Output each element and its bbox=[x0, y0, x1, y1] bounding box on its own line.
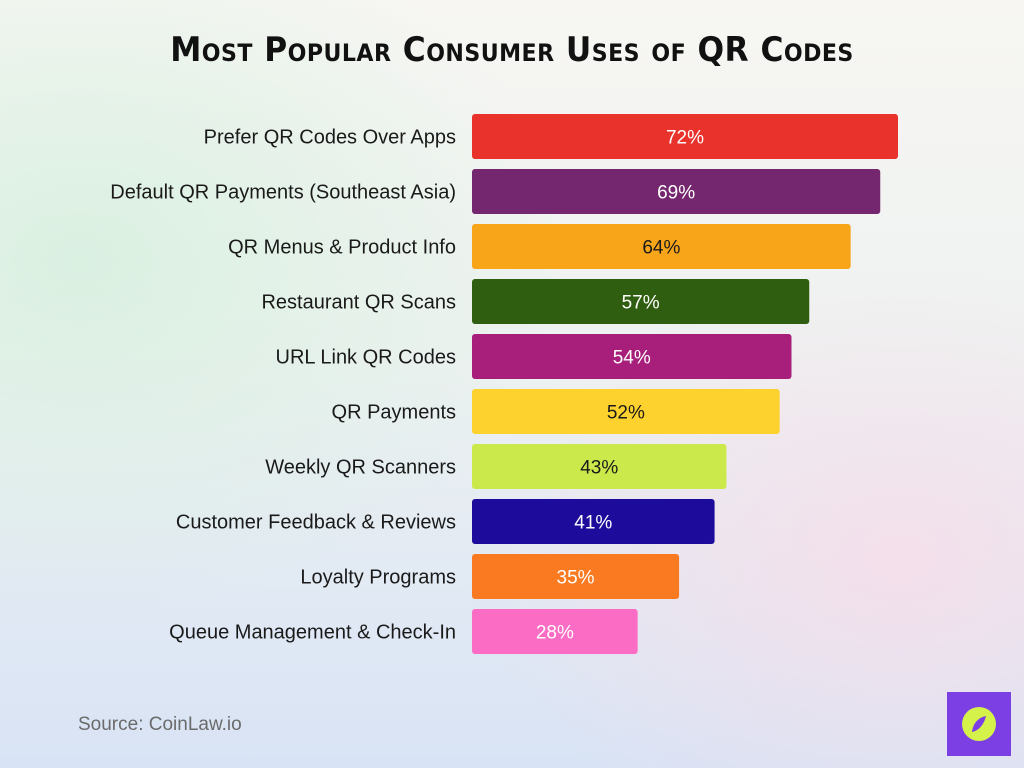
brand-logo bbox=[947, 692, 1011, 756]
category-label: Default QR Payments (Southeast Asia) bbox=[110, 182, 456, 204]
value-label: 69% bbox=[657, 183, 695, 204]
chart-title: Most Popular Consumer Uses of QR Codes bbox=[170, 30, 854, 70]
value-label: 54% bbox=[613, 348, 651, 369]
category-label: Weekly QR Scanners bbox=[265, 457, 456, 479]
category-label: URL Link QR Codes bbox=[276, 347, 456, 369]
bar bbox=[472, 114, 898, 159]
bar bbox=[472, 554, 680, 599]
bar bbox=[472, 389, 780, 434]
value-label: 52% bbox=[607, 403, 645, 424]
bar bbox=[472, 279, 810, 324]
bar bbox=[472, 224, 851, 269]
bar bbox=[472, 334, 792, 379]
category-label: QR Payments bbox=[332, 402, 456, 424]
category-label: Queue Management & Check-In bbox=[169, 622, 456, 644]
category-label: Restaurant QR Scans bbox=[261, 292, 456, 314]
category-label: Prefer QR Codes Over Apps bbox=[204, 127, 456, 149]
value-label: 72% bbox=[666, 128, 704, 149]
value-label: 64% bbox=[642, 238, 680, 259]
compass-leaf-icon bbox=[962, 707, 996, 741]
category-label: Customer Feedback & Reviews bbox=[176, 512, 456, 534]
value-label: 35% bbox=[557, 568, 595, 589]
value-label: 28% bbox=[536, 623, 574, 644]
value-label: 43% bbox=[580, 458, 618, 479]
bar bbox=[472, 499, 715, 544]
bar bbox=[472, 609, 638, 654]
category-label: Loyalty Programs bbox=[300, 567, 456, 589]
value-label: 57% bbox=[622, 293, 660, 314]
bar bbox=[472, 444, 727, 489]
bar bbox=[472, 169, 881, 214]
category-label: QR Menus & Product Info bbox=[228, 237, 456, 259]
source-caption: Source: CoinLaw.io bbox=[78, 714, 242, 735]
value-label: 41% bbox=[574, 513, 612, 534]
